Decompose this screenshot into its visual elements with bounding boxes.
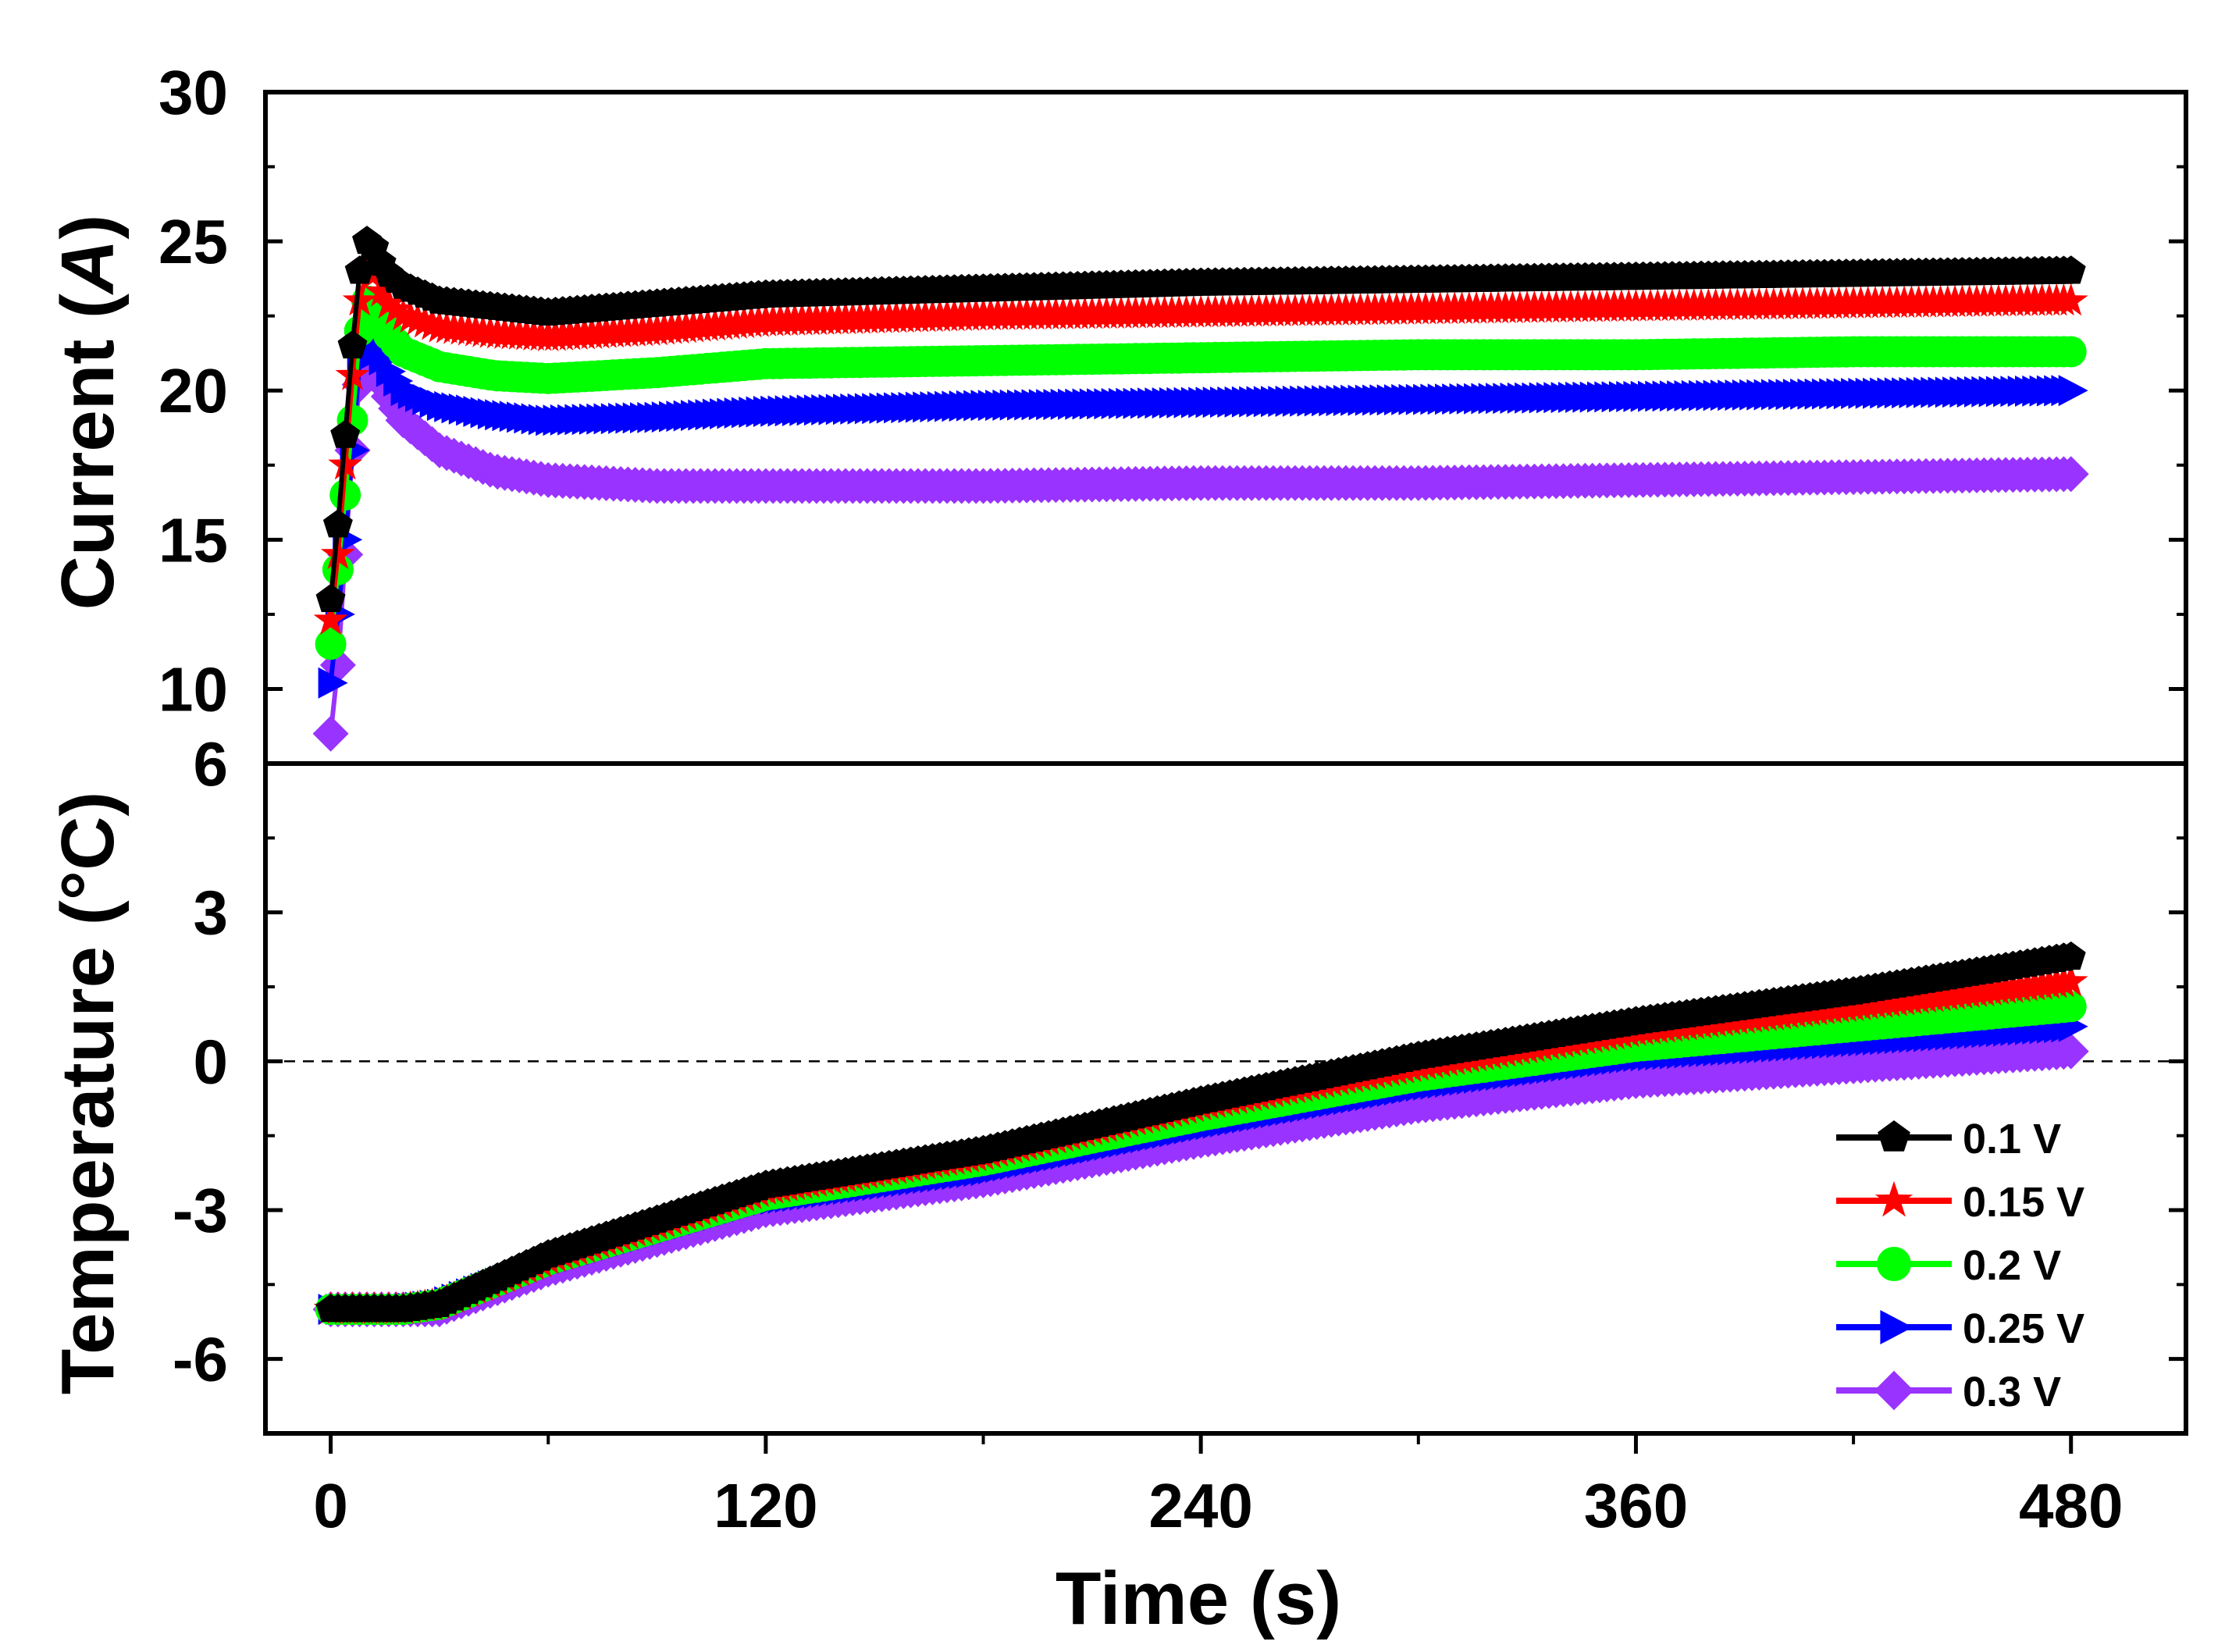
legend-label: 0.2 V [1963,1242,2061,1289]
x-tick-label: 120 [714,1471,817,1540]
data-point [2052,1033,2089,1070]
legend-marker [1874,1180,1914,1217]
x-axis-title: Time (s) [1056,1557,1341,1640]
data-point [2055,336,2087,368]
data-point [379,292,414,325]
data-point [372,286,406,319]
series-0_15V [313,253,2088,636]
legend-entry: 0.15 V [1836,1179,2084,1226]
data-point [2056,255,2086,284]
legend-label: 0.25 V [1963,1305,2084,1352]
legend-entry: 0.1 V [1836,1116,2061,1162]
data-point [312,715,349,752]
legend-marker [1874,1370,1914,1411]
data-point [321,536,355,569]
data-point [315,583,346,612]
y-tick-label: -6 [173,1325,228,1394]
legend: 0.1 V 0.15 V 0.2 V 0.25 V 0.3 V [1836,1116,2084,1415]
data-point [342,283,377,316]
plot-frame [263,761,2188,1436]
current-axis-title-main: Current ( [46,294,130,610]
current-axis-title: Current (A) [46,215,130,611]
y-tick-label: 10 [158,654,228,724]
legend-marker [1877,1247,1911,1281]
data-point [337,329,368,359]
data-point [344,255,375,284]
series-0_2V [315,285,2087,660]
legend-entry: 0.3 V [1836,1369,2061,1415]
legend-marker [1880,1310,1914,1344]
legend-label: 0.1 V [1963,1116,2061,1162]
y-tick-label: 25 [158,207,228,276]
x-tick-label: 0 [313,1471,348,1540]
x-tick-label: 480 [2019,1471,2123,1540]
data-point [318,667,348,699]
y-tick-label: 15 [158,505,228,575]
legend-entry: 0.25 V [1836,1305,2084,1352]
legend-label: 0.3 V [1963,1369,2061,1415]
data-point [2053,283,2088,316]
y-tick-label: -3 [173,1176,228,1245]
data-point [2052,456,2089,493]
data-point [2055,991,2087,1023]
legend-label: 0.15 V [1963,1179,2084,1226]
series-0_1V [315,941,2086,1323]
y-tick-label: 20 [158,356,228,425]
data-point [313,602,348,636]
series-0_1V [315,226,2086,612]
data-point [322,509,353,538]
data-point [2053,963,2088,997]
series-0_3V [312,343,2089,752]
legend-entry: 0.2 V [1836,1242,2061,1289]
y-tick-label: 6 [194,729,229,799]
series-0_25V [318,315,2088,699]
y-tick-label: 0 [194,1027,229,1096]
data-point [2056,941,2086,970]
data-point [364,274,399,307]
series-0_3V [312,1033,2089,1328]
temperature-axis-title: Temperature (°C) [46,792,130,1395]
x-tick-label: 240 [1148,1471,1252,1540]
current-axis-title-close: ) [46,215,130,240]
current-panel: 10 15 20 25 30 [158,58,2188,766]
data-point [2058,375,2088,407]
current-axis-title-unit: A [46,240,130,295]
data-point [315,628,347,660]
legend-marker [1878,1120,1910,1152]
data-point [370,378,407,415]
data-point [330,419,361,448]
y-tick-label: 3 [194,878,229,948]
x-tick-label: 360 [1584,1471,1688,1540]
y-tick-label: 30 [158,58,228,127]
